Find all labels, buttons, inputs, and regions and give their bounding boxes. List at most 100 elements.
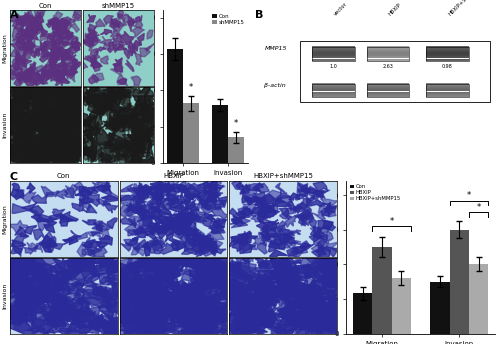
Polygon shape: [60, 303, 76, 322]
Polygon shape: [79, 321, 100, 334]
Polygon shape: [314, 323, 350, 339]
Polygon shape: [162, 307, 178, 313]
Polygon shape: [110, 280, 137, 292]
Polygon shape: [46, 65, 54, 75]
Polygon shape: [114, 274, 138, 293]
Polygon shape: [144, 118, 160, 134]
Polygon shape: [72, 38, 81, 50]
Polygon shape: [36, 125, 52, 140]
Polygon shape: [171, 277, 177, 284]
Polygon shape: [34, 143, 56, 165]
Polygon shape: [206, 309, 246, 341]
Polygon shape: [303, 283, 341, 300]
Polygon shape: [116, 21, 127, 28]
Polygon shape: [96, 235, 112, 249]
Polygon shape: [266, 228, 281, 237]
Polygon shape: [9, 293, 16, 299]
Polygon shape: [91, 60, 102, 68]
Polygon shape: [66, 251, 93, 272]
Polygon shape: [62, 141, 68, 148]
Polygon shape: [242, 184, 249, 194]
Bar: [312, 50, 354, 51]
Polygon shape: [18, 72, 28, 84]
Bar: [312, 91, 354, 92]
Polygon shape: [45, 274, 60, 283]
Polygon shape: [128, 131, 150, 149]
Polygon shape: [253, 308, 278, 330]
Polygon shape: [39, 128, 62, 154]
Polygon shape: [28, 277, 35, 285]
Polygon shape: [134, 201, 143, 210]
Polygon shape: [146, 320, 169, 332]
Polygon shape: [194, 187, 209, 199]
Polygon shape: [56, 298, 95, 325]
Polygon shape: [76, 133, 82, 140]
Polygon shape: [277, 225, 294, 236]
Polygon shape: [114, 112, 130, 126]
Polygon shape: [12, 204, 28, 213]
Polygon shape: [18, 91, 29, 108]
Polygon shape: [79, 197, 94, 204]
Polygon shape: [312, 211, 326, 222]
Polygon shape: [128, 19, 134, 31]
Polygon shape: [113, 138, 130, 158]
Polygon shape: [12, 33, 24, 46]
Polygon shape: [7, 255, 19, 264]
Polygon shape: [180, 236, 190, 244]
Polygon shape: [44, 58, 54, 71]
Polygon shape: [24, 55, 30, 62]
Polygon shape: [184, 187, 201, 200]
Polygon shape: [254, 233, 268, 246]
Polygon shape: [12, 27, 22, 41]
Polygon shape: [22, 134, 28, 141]
Polygon shape: [60, 101, 76, 121]
Polygon shape: [30, 82, 50, 95]
Polygon shape: [127, 286, 153, 302]
Polygon shape: [71, 37, 80, 50]
Polygon shape: [18, 281, 35, 287]
Polygon shape: [212, 219, 227, 228]
Polygon shape: [48, 33, 54, 41]
Polygon shape: [298, 188, 311, 197]
Polygon shape: [63, 320, 92, 343]
Polygon shape: [181, 270, 214, 289]
Polygon shape: [82, 129, 92, 146]
Polygon shape: [280, 308, 314, 322]
Polygon shape: [314, 230, 328, 243]
Text: MMP15: MMP15: [264, 46, 287, 51]
Polygon shape: [132, 208, 150, 218]
Polygon shape: [2, 144, 29, 162]
Polygon shape: [312, 249, 349, 265]
Bar: [312, 89, 354, 90]
Polygon shape: [84, 139, 96, 156]
Polygon shape: [192, 320, 222, 338]
Polygon shape: [303, 314, 320, 332]
Polygon shape: [113, 292, 136, 305]
Polygon shape: [142, 241, 149, 251]
Polygon shape: [13, 275, 33, 286]
Polygon shape: [294, 286, 326, 304]
Polygon shape: [152, 206, 160, 215]
Polygon shape: [103, 273, 126, 287]
Polygon shape: [68, 126, 80, 138]
Polygon shape: [72, 61, 82, 67]
Polygon shape: [110, 65, 123, 76]
Polygon shape: [279, 233, 295, 244]
Polygon shape: [147, 116, 160, 127]
Polygon shape: [183, 211, 194, 224]
Bar: [366, 47, 410, 48]
Polygon shape: [128, 44, 136, 56]
Polygon shape: [138, 257, 173, 277]
Polygon shape: [14, 145, 22, 156]
Polygon shape: [320, 231, 333, 244]
Polygon shape: [28, 324, 48, 334]
Polygon shape: [178, 212, 194, 220]
Polygon shape: [26, 103, 38, 112]
Polygon shape: [48, 256, 88, 278]
Polygon shape: [171, 231, 190, 238]
Polygon shape: [154, 275, 178, 286]
Polygon shape: [82, 62, 88, 69]
Polygon shape: [104, 97, 113, 107]
Polygon shape: [216, 283, 238, 301]
Polygon shape: [199, 197, 210, 207]
